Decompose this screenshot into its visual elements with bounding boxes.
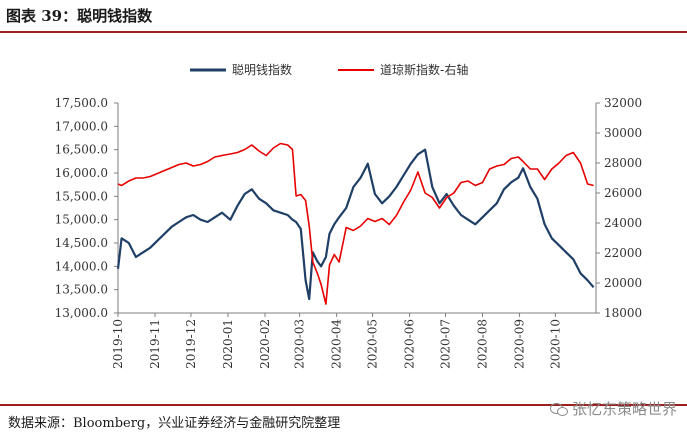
chart-area: 13,000.0 13,500.0 14,000.0 14,500.0 15,000.0… bbox=[0, 34, 687, 404]
right-y-tick-label: 26000 bbox=[604, 186, 642, 200]
watermark: 张忆东策略世界 bbox=[549, 398, 677, 419]
x-tick-label: 2020-09 bbox=[513, 319, 527, 369]
left-y-tick-label: 14,500.0 bbox=[55, 236, 108, 250]
x-tick-label: 2020-10 bbox=[548, 319, 562, 369]
x-tick-label: 2020-05 bbox=[366, 319, 380, 369]
right-y-tick-label: 20000 bbox=[604, 276, 642, 290]
left-y-tick-label: 14,000.0 bbox=[55, 259, 108, 273]
x-tick-label: 2020-04 bbox=[330, 319, 344, 369]
series-line-smart-money bbox=[116, 148, 595, 301]
wechat-icon bbox=[549, 402, 568, 416]
header-rule bbox=[0, 31, 687, 33]
right-y-tick-label: 18000 bbox=[604, 306, 642, 320]
x-tick-label: 2020-01 bbox=[221, 319, 235, 369]
x-tick-label: 2020-03 bbox=[293, 319, 307, 369]
x-tick-label: 2020-02 bbox=[258, 319, 272, 369]
left-y-tick-label: 13,500.0 bbox=[55, 283, 108, 297]
left-y-tick-label: 15,000.0 bbox=[55, 213, 108, 227]
left-y-tick-label: 17,000.0 bbox=[55, 119, 108, 133]
left-y-tick-label: 16,500.0 bbox=[55, 143, 108, 157]
x-tick-label: 2019-12 bbox=[184, 319, 198, 369]
figure-title: 图表 39：聪明钱指数 bbox=[6, 7, 153, 25]
legend-label: 道琼斯指数-右轴 bbox=[380, 62, 468, 77]
right-y-tick-label: 30000 bbox=[604, 126, 642, 140]
footer-rule bbox=[0, 404, 687, 406]
x-tick-label: 2020-08 bbox=[475, 319, 489, 369]
series-line-dow-jones bbox=[117, 142, 594, 305]
left-y-tick-label: 13,000.0 bbox=[55, 306, 108, 320]
figure-header: 图表 39：聪明钱指数 bbox=[0, 0, 687, 34]
x-tick-label: 2020-06 bbox=[403, 319, 417, 369]
left-y-tick-label: 16,000.0 bbox=[55, 166, 108, 180]
legend-label: 聪明钱指数 bbox=[232, 62, 292, 77]
x-tick-label: 2019-11 bbox=[148, 319, 162, 369]
x-tick-label: 2020-07 bbox=[438, 319, 452, 369]
source-note: 数据来源：Bloomberg，兴业证券经济与金融研究院整理 bbox=[8, 416, 341, 431]
right-y-tick-label: 22000 bbox=[604, 246, 642, 260]
right-y-tick-label: 32000 bbox=[604, 96, 642, 110]
watermark-text: 张忆东策略世界 bbox=[571, 400, 677, 418]
right-y-tick-label: 28000 bbox=[604, 156, 642, 170]
right-y-tick-label: 24000 bbox=[604, 216, 642, 230]
dual-axis-line-chart: 13,000.0 13,500.0 14,000.0 14,500.0 15,000.0… bbox=[55, 62, 643, 369]
left-y-tick-label: 15,500.0 bbox=[55, 189, 108, 203]
x-tick-label: 2019-10 bbox=[111, 319, 125, 369]
left-y-tick-label: 17,500.0 bbox=[55, 96, 108, 110]
